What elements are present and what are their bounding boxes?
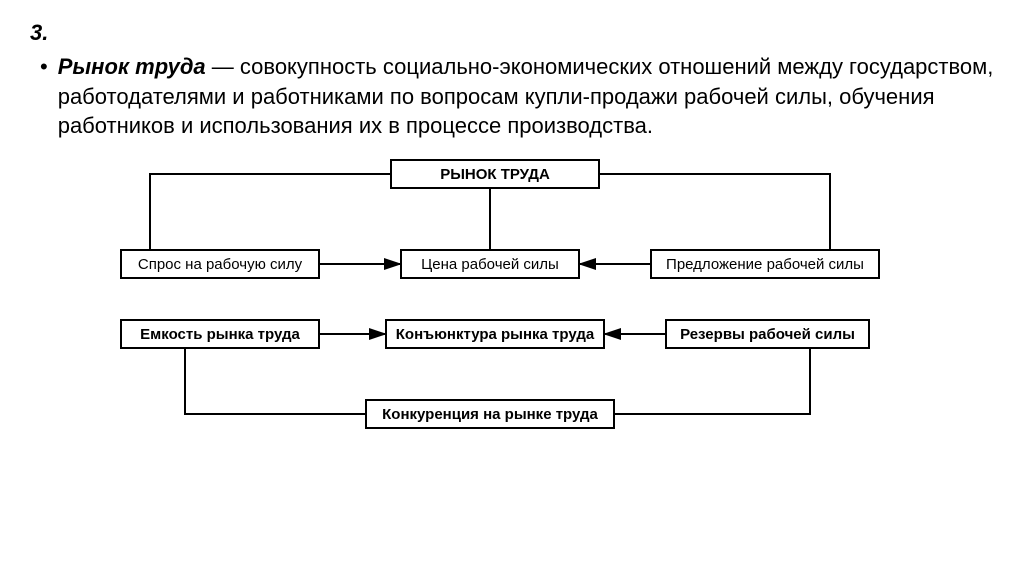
bullet-icon: • [40,52,48,82]
node-price: Цена рабочей силы [400,249,580,279]
section-number: 3. [30,20,994,46]
definition-block: • Рынок труда — совокупность социально-э… [30,52,994,141]
labor-market-diagram: РЫНОК ТРУДА Спрос на рабочую силу Цена раб… [90,159,910,479]
definition-text: Рынок труда — совокупность социально-эко… [58,52,994,141]
node-root: РЫНОК ТРУДА [390,159,600,189]
connector-0 [150,174,390,249]
node-comp: Конкуренция на рынке труда [365,399,615,429]
node-res: Резервы рабочей силы [665,319,870,349]
node-conj: Конъюнктура рынка труда [385,319,605,349]
definition-term: Рынок труда [58,54,206,79]
connector-1 [600,174,830,249]
node-demand: Спрос на рабочую силу [120,249,320,279]
node-cap: Емкость рынка труда [120,319,320,349]
definition-dash: — [206,54,240,79]
connector-8 [615,349,810,414]
node-supply: Предложение рабочей силы [650,249,880,279]
connector-7 [185,349,365,414]
